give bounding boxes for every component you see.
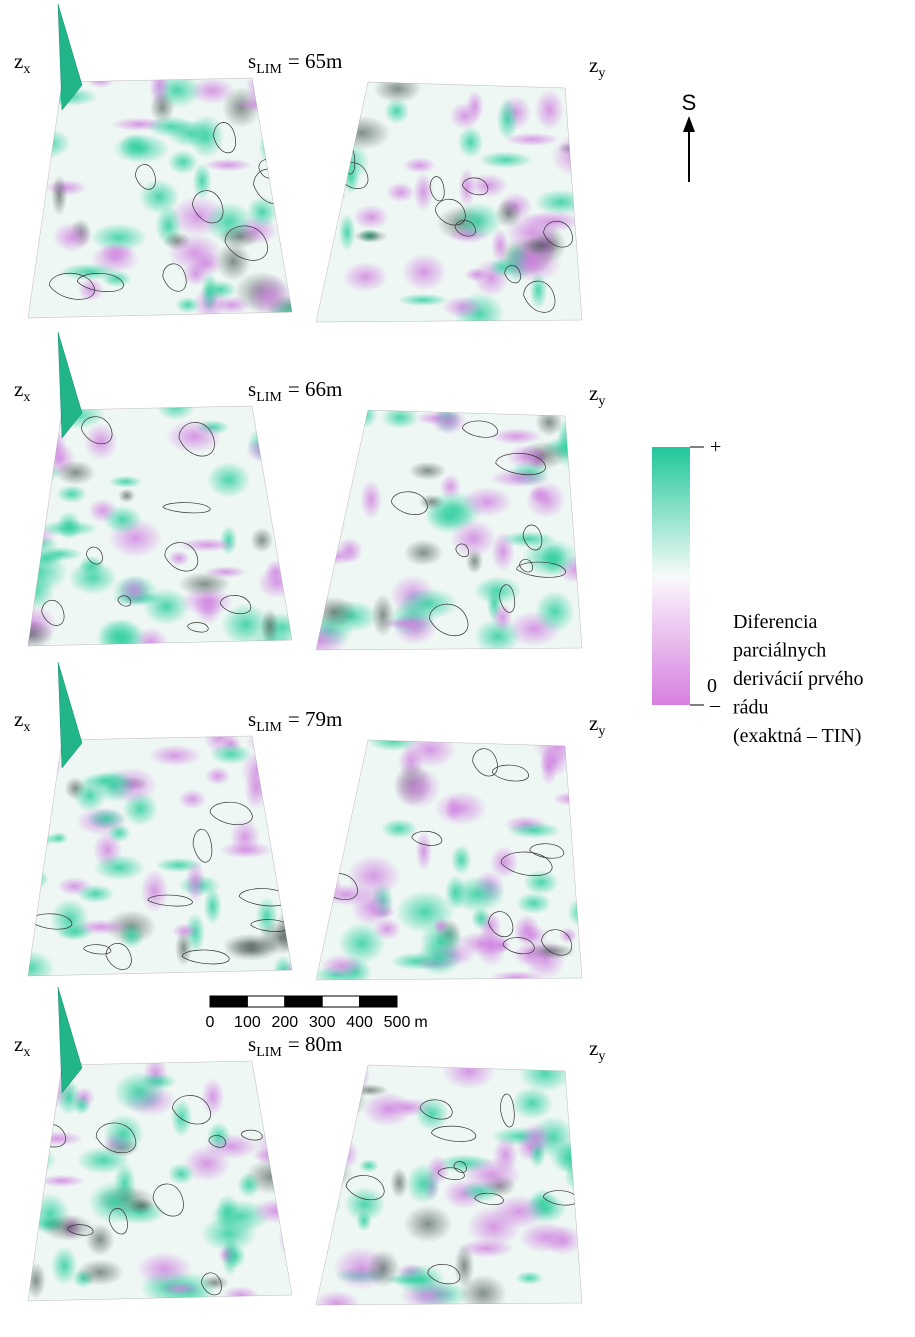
north-arrow: S [682,90,697,182]
panel-title: sLIM = 80m [248,1032,342,1060]
scale-segment [359,995,398,1008]
scale-segment [321,995,361,1008]
panel: zx sLIM = 80m zy [14,986,605,1306]
zx-label-sub: x [23,1045,30,1060]
panel-title-main: s [248,377,256,401]
legend: + 0 – Diferencia parciálnych derivácií prv… [652,436,864,747]
legend-zero: 0 [707,675,717,697]
zx-label-sub: x [23,390,30,405]
panel-title-rest: = 65m [288,49,342,73]
north-label: S [682,90,697,115]
panel: zx sLIM = 66m zy [14,331,605,651]
scale-segment [246,995,286,1008]
scale-unit: m [414,1014,427,1031]
zy-label-sub: y [598,724,605,739]
zy-label-main: z [589,53,598,77]
zx-label-main: z [14,49,23,73]
scale-label: 400 [346,1014,373,1031]
panel-title-main: s [248,49,256,73]
surface-texture [316,82,582,322]
zx-label-main: z [14,377,23,401]
zx-label-main: z [14,707,23,731]
legend-caption-line: parciálnych [733,640,826,662]
spike [57,331,83,439]
legend-minus: – [709,694,721,716]
zy-label-main: z [589,711,598,735]
zy-label-sub: y [598,1049,605,1064]
zy-label-main: z [589,1036,598,1060]
zy-label: zy [589,711,605,739]
legend-plus: + [710,436,721,458]
panel-title-sub: LIM [256,1045,282,1060]
legend-caption-line: rádu [733,697,769,719]
panel-title: sLIM = 66m [248,377,342,405]
zy-label: zy [589,381,605,409]
panel: zx sLIM = 79m zy [14,661,605,981]
spike [57,661,83,769]
zx-label-sub: x [23,720,30,735]
scale-label: 100 [234,1014,261,1031]
panel: zx sLIM = 65m zy [14,3,605,323]
panel-title: sLIM = 65m [248,49,342,77]
legend-caption-line: derivácií prvého [733,668,864,690]
zy-label-sub: y [598,66,605,81]
zx-label: zx [14,1032,30,1060]
panel-title-main: s [248,1032,256,1056]
zx-label-sub: x [23,62,30,77]
panel-title-sub: LIM [256,62,282,77]
panel-title-rest: = 66m [288,377,342,401]
zx-label: zx [14,49,30,77]
panel-title-rest: = 79m [288,707,342,731]
zx-label: zx [14,377,30,405]
zx-label-main: z [14,1032,23,1056]
legend-caption-line: Diferencia [733,611,818,633]
scale-label: 0 [206,1014,215,1031]
spike [57,986,83,1094]
scale-label: 200 [271,1014,298,1031]
panel-title-main: s [248,707,256,731]
scale-label: 300 [309,1014,336,1031]
panel-title-sub: LIM [256,390,282,405]
scale-label: 500 [384,1014,411,1031]
spike [57,3,83,111]
zy-label: zy [589,1036,605,1064]
scale-segment [209,995,248,1008]
legend-caption-line: (exaktná – TIN) [733,725,861,747]
color-ramp [652,447,690,705]
zy-label-sub: y [598,394,605,409]
panel-title: sLIM = 79m [248,707,342,735]
panel-title-sub: LIM [256,720,282,735]
scale-bar: 0 100 200 300 400 500 m [206,995,428,1031]
zx-label: zx [14,707,30,735]
zy-label: zy [589,53,605,81]
scale-segment [284,995,323,1008]
panel-title-rest: = 80m [288,1032,342,1056]
zy-label-main: z [589,381,598,405]
